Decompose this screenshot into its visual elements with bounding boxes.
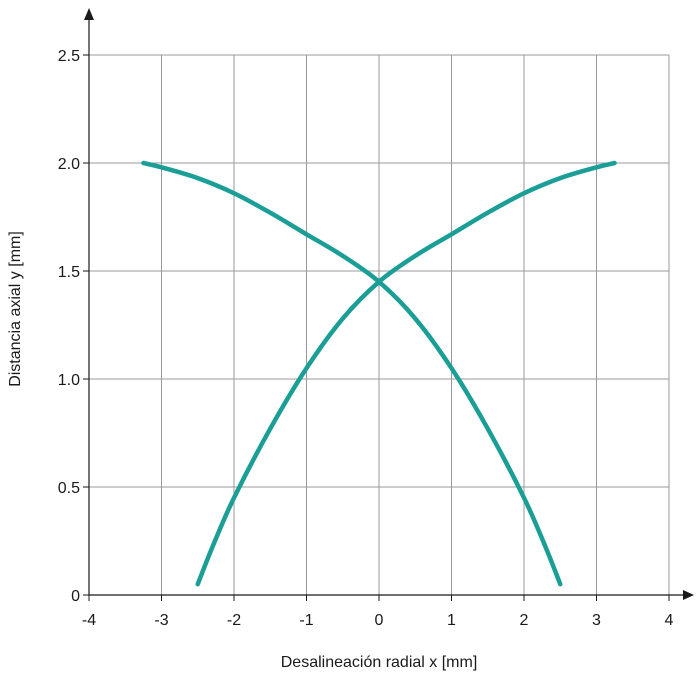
y-tick-label: 2.0 bbox=[58, 156, 80, 173]
grid bbox=[89, 54, 670, 595]
y-tick-label: 2.5 bbox=[58, 48, 80, 65]
x-tick-label: -4 bbox=[82, 612, 96, 629]
x-tick-label: 1 bbox=[447, 612, 456, 629]
x-tick-label: 2 bbox=[520, 612, 529, 629]
x-axis-arrow bbox=[683, 590, 694, 600]
x-axis-label: Desalineación radial x [mm] bbox=[281, 654, 478, 671]
x-tick-label: 3 bbox=[592, 612, 601, 629]
x-tick-label: -3 bbox=[154, 612, 168, 629]
y-tick-label: 0 bbox=[71, 588, 80, 605]
series-line-2 bbox=[195, 160, 617, 587]
y-axis-arrow bbox=[84, 8, 94, 20]
y-tick-label: 1.5 bbox=[58, 264, 80, 281]
series-group bbox=[141, 160, 617, 587]
series-line-1 bbox=[141, 160, 563, 587]
axes bbox=[83, 8, 694, 601]
y-tick-labels: 0 0.5 1.0 1.5 2.0 2.5 bbox=[58, 48, 80, 605]
x-tick-label: -1 bbox=[299, 612, 313, 629]
y-tick-label: 1.0 bbox=[58, 372, 80, 389]
y-axis-label: Distancia axial y [mm] bbox=[7, 231, 24, 387]
x-tick-label: 0 bbox=[375, 612, 384, 629]
y-tick-label: 0.5 bbox=[58, 480, 80, 497]
x-tick-labels: -4 -3 -2 -1 0 1 2 3 4 bbox=[82, 612, 674, 629]
x-tick-label: -2 bbox=[227, 612, 241, 629]
x-tick-label: 4 bbox=[665, 612, 674, 629]
